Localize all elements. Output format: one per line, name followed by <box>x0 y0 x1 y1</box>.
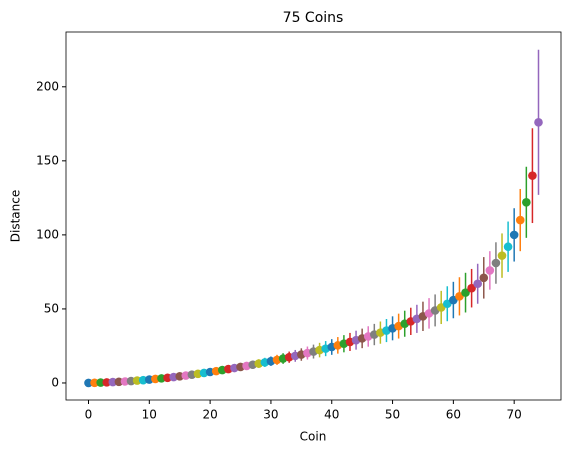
y-tick-label: 100 <box>36 227 59 241</box>
point <box>497 251 507 260</box>
point <box>479 273 489 283</box>
point <box>485 266 495 275</box>
point <box>84 378 93 388</box>
point <box>491 258 501 268</box>
y-tick-label: 0 <box>51 375 59 389</box>
x-tick-label: 0 <box>85 408 93 422</box>
point <box>503 242 513 252</box>
x-tick-label: 50 <box>385 408 400 422</box>
point <box>102 378 112 387</box>
x-tick-label: 10 <box>142 408 157 422</box>
point <box>90 378 99 388</box>
point <box>528 171 537 180</box>
chart-title: 75 Coins <box>283 10 344 26</box>
x-tick-label: 30 <box>263 408 278 422</box>
x-tick-label: 60 <box>446 408 461 422</box>
point <box>473 279 482 289</box>
point <box>461 288 470 297</box>
point <box>96 378 105 387</box>
x-tick-label: 70 <box>507 408 522 422</box>
x-axis-label: Coin <box>300 430 327 444</box>
x-tick-label: 40 <box>324 408 339 422</box>
point <box>522 198 531 207</box>
point <box>114 377 124 387</box>
y-axis-label: Distance <box>9 190 23 242</box>
point <box>534 118 543 127</box>
y-tick-label: 200 <box>36 79 59 93</box>
point <box>509 230 519 240</box>
point <box>108 377 118 387</box>
point <box>515 215 525 225</box>
point <box>467 283 476 293</box>
y-tick-label: 50 <box>44 301 59 315</box>
axes-frame <box>65 31 562 401</box>
y-tick-label: 150 <box>36 153 59 167</box>
x-tick-label: 20 <box>202 408 217 422</box>
